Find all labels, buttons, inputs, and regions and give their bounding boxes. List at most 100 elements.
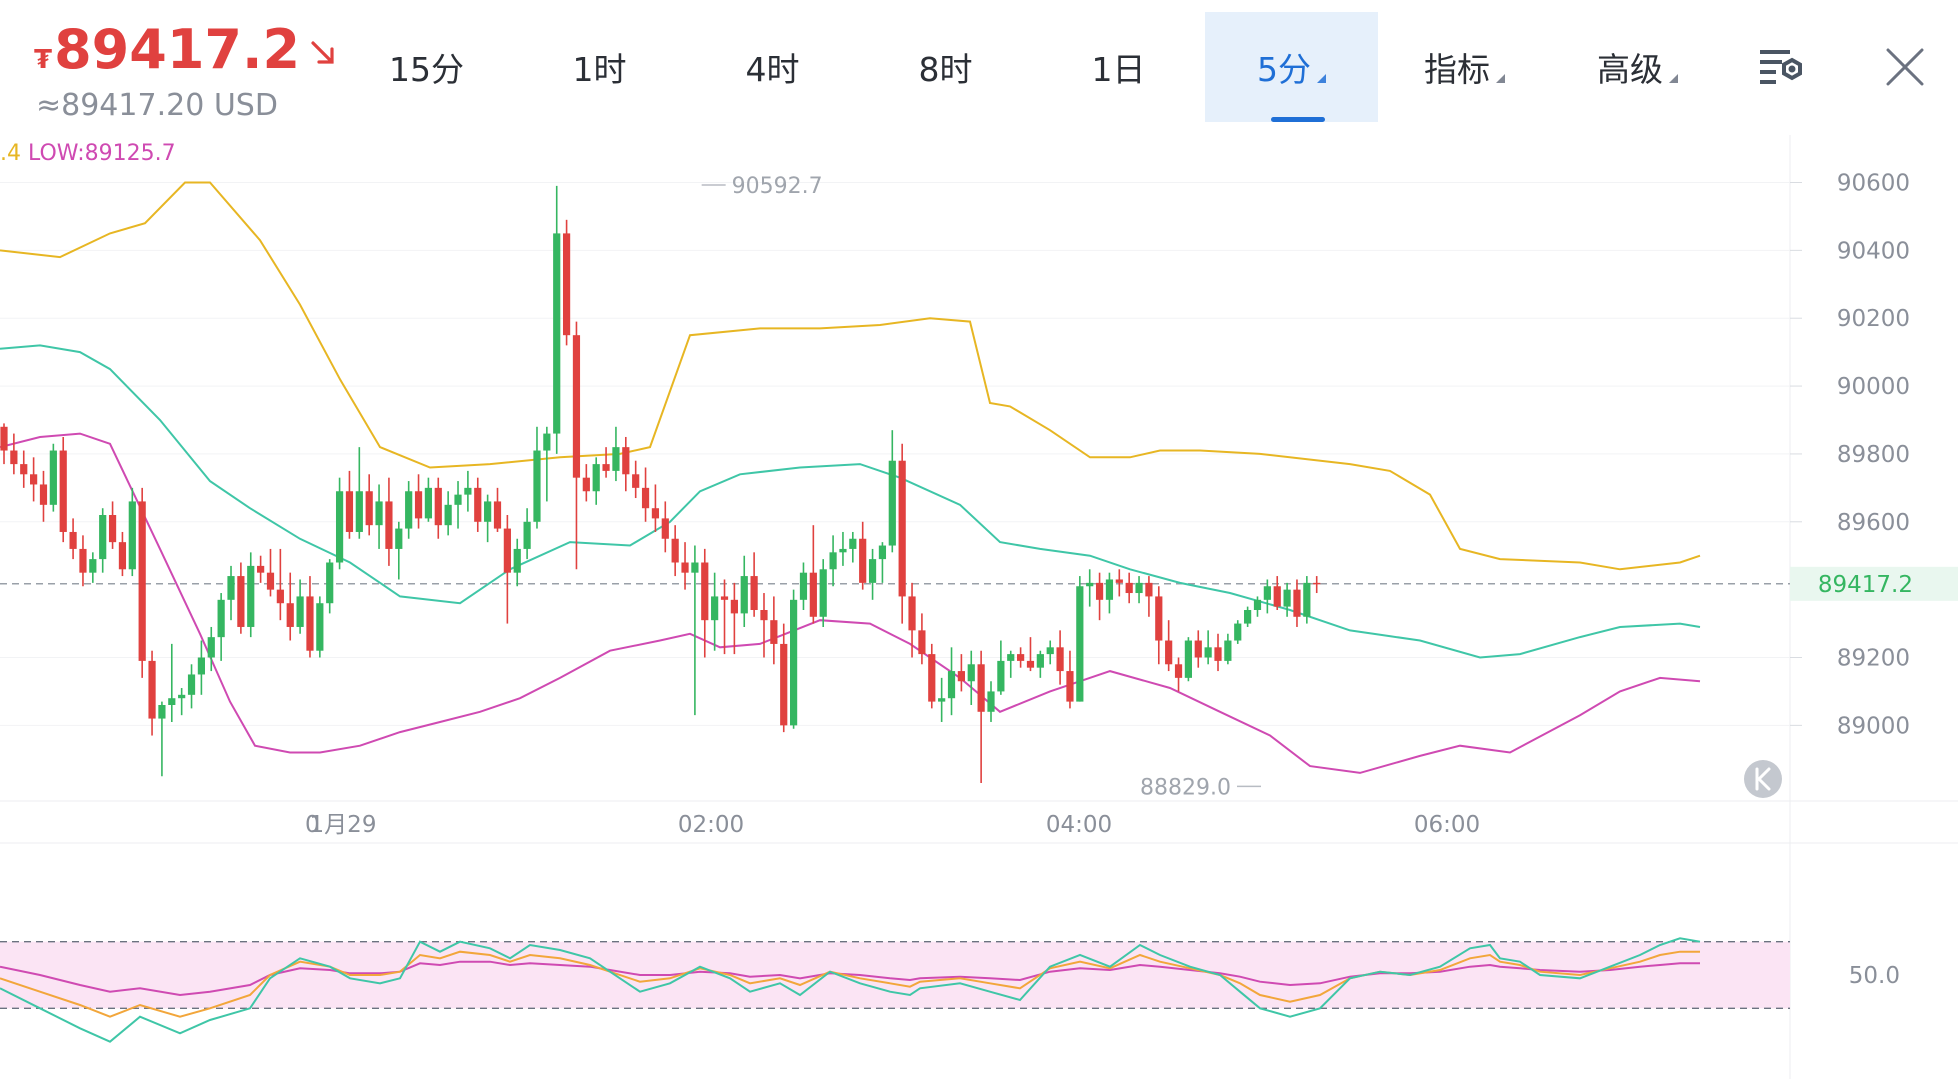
close-icon[interactable] [1884,46,1926,92]
candle-body [158,705,166,719]
candle-up [1263,579,1271,614]
candle-body [316,603,324,651]
tab-indicators[interactable]: 指标 [1378,12,1551,122]
candle-body [414,491,423,519]
candle-up [187,664,196,709]
candle-up [197,640,205,695]
price-down-arrow-icon [308,37,338,77]
indicator-label-partial: .4 [0,141,21,166]
candle-body [493,501,502,529]
candle-body [1095,582,1104,600]
candle-up [1076,576,1084,702]
candle-body [1224,640,1232,661]
candle-body [1017,654,1025,661]
candle-up [997,640,1005,695]
candle-up [533,426,541,529]
candle-body [257,565,265,573]
candle-body [1036,654,1044,668]
candle-down [730,582,738,655]
x-tick-label: 0 [305,812,320,838]
candle-down [69,518,77,560]
candle-down [148,650,156,736]
candle-down [661,501,669,553]
candle-up [523,508,531,560]
candle-body [622,447,630,475]
dropdown-triangle-icon [1669,73,1678,83]
tab-label: 4时 [745,50,800,89]
rsi-mid-label: 50.0 [1849,963,1900,989]
candle-body [997,660,1005,692]
candle-body [1165,640,1173,665]
candle-body [1007,654,1015,661]
candle-up [1105,572,1114,614]
candle-up [316,596,324,658]
candle-up [1253,596,1262,617]
candlestick-chart[interactable]: .4 LOW:89125.7 90592.7 88829.0 90600 90400… [0,135,1958,1079]
candle-down [582,464,590,502]
candle-down [474,477,482,532]
candle-body [434,487,442,526]
candle-up [355,447,363,539]
candle-down [1194,630,1202,668]
candle-up [1036,650,1044,678]
y-tick-label: 90400 [1837,238,1910,264]
candle-body [1135,582,1143,594]
x-tick-label: 04:00 [1046,812,1112,838]
tab-label: 15分 [389,50,464,89]
candle-body [592,464,600,492]
candle-body [1174,664,1183,678]
candle-down [750,552,758,617]
candle-down [918,613,926,665]
candle-up [326,559,334,614]
candle-body [187,674,196,695]
candle-body [1293,589,1301,617]
candle-down [1026,637,1035,672]
candle-down [671,525,679,577]
candle-down [118,531,127,577]
candle-up [1135,576,1143,604]
candle-up [888,430,896,553]
candle-down [503,515,511,624]
candle-body [227,576,235,600]
candle-down [30,457,38,502]
candle-down [957,654,965,692]
usd-equivalent: ≈89417.20 USD [36,88,278,123]
chart-settings-icon[interactable] [1756,40,1808,96]
timeframe-tabs: 15分 1时 4时 8时 1日 5分 指标 高级 [340,12,1724,122]
candle-down [1293,579,1301,627]
candle-body [454,494,462,505]
candle-body [908,596,916,631]
tab-15m[interactable]: 15分 [340,12,513,122]
tab-1h[interactable]: 1时 [513,12,686,122]
scroll-to-latest-icon[interactable] [1744,760,1782,798]
candle-down [1125,572,1133,604]
price-display: ₮ 89417.2 [34,18,338,81]
candle-up [1283,582,1291,617]
tab-5m[interactable]: 5分 [1205,12,1378,122]
rsi-medium-line [0,950,1700,1018]
candle-up [375,484,383,549]
candle-up [711,572,719,651]
y-tick-label: 90600 [1837,171,1910,197]
low-annotation: 88829.0 [1140,775,1231,800]
chart-area[interactable]: .4 LOW:89125.7 90592.7 88829.0 90600 90400… [0,135,1958,1079]
candle-body [1076,586,1084,702]
candle-down [385,477,393,566]
dropdown-triangle-icon [1496,73,1505,83]
candle-up [938,677,946,722]
candle-body [276,589,284,604]
candle-body [464,487,472,495]
candle-down [414,474,423,529]
tab-4h[interactable]: 4时 [686,12,859,122]
candle-body [711,596,719,621]
tab-1d[interactable]: 1日 [1032,12,1205,122]
tab-advanced[interactable]: 高级 [1551,12,1724,122]
candle-body [1086,582,1094,587]
candle-body [178,694,186,699]
tab-8h[interactable]: 8时 [859,12,1032,122]
candle-body [0,426,8,451]
candle-body [59,450,67,532]
candle-body [888,460,896,546]
candle-body [1273,586,1281,607]
candle-down [1115,569,1123,597]
